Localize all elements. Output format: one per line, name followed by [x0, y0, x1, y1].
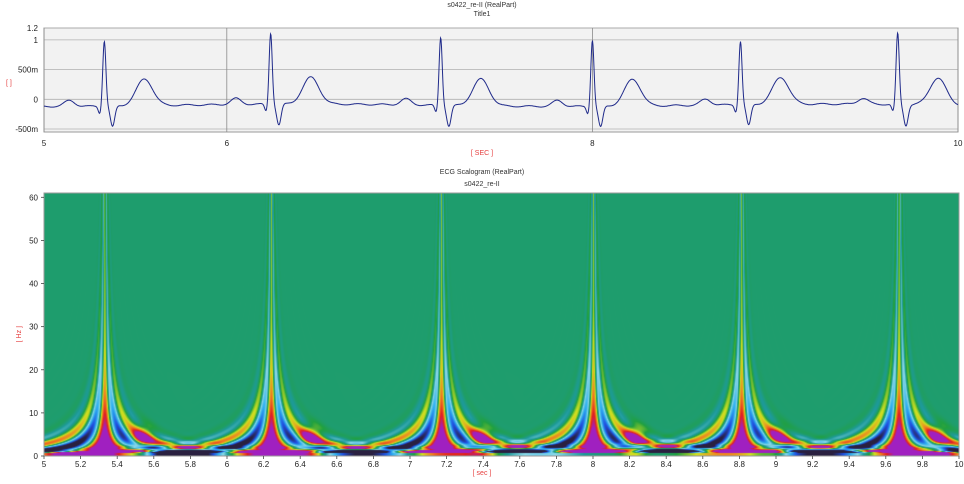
scalogram-x-tick-label: 5.8: [185, 460, 197, 469]
scalogram-x-tick-label: 9.4: [844, 460, 856, 469]
ecg-x-tick-label: 8: [590, 139, 595, 148]
ecg-y-tick-label: -500m: [15, 125, 38, 134]
ecg-x-axis-label: [ SEC ]: [470, 150, 494, 157]
scalogram-plot-border: [43, 192, 960, 457]
scalogram-x-tick-label: 6.4: [295, 460, 307, 469]
scalogram-y-tick-label: 60: [29, 193, 38, 202]
ecg-y-tick-label: 0: [34, 95, 39, 104]
scalogram-x-tick-label: 6: [225, 460, 230, 469]
scalogram-y-axis-label: [ Hz ]: [16, 326, 23, 343]
scalogram-y-tick-label: 30: [29, 323, 38, 332]
scalogram-x-tick-label: 8.2: [624, 460, 636, 469]
scalogram-x-tick-label: 9.8: [917, 460, 929, 469]
scalogram-x-tick-label: 7: [408, 460, 413, 469]
scalogram-x-tick-label: 10: [955, 460, 964, 469]
scalogram-heatmap: [44, 193, 959, 456]
scalogram-x-tick-label: 9.2: [807, 460, 819, 469]
scalogram-x-tick-label: 5.6: [148, 460, 160, 469]
scalogram-x-tick-label: 7.6: [514, 460, 526, 469]
scalogram-x-tick-label: 6.6: [331, 460, 343, 469]
scalogram-x-tick-label: 5: [42, 460, 47, 469]
scalogram-y-tick-label: 10: [29, 409, 38, 418]
scalogram-subtitle: s0422_re-II: [464, 181, 500, 188]
scalogram-x-tick-label: 9: [774, 460, 779, 469]
scalogram-x-tick-label: 6.2: [258, 460, 270, 469]
ecg-y-axis-label: [ ]: [6, 80, 12, 87]
scalogram-y-tick-label: 20: [29, 366, 38, 375]
scalogram-y-tick-label: 40: [29, 280, 38, 289]
ecg-x-tick-label: 6: [225, 139, 230, 148]
scalogram-x-tick-label: 8.8: [734, 460, 746, 469]
ecg-y-tick-label: 1.2: [27, 24, 39, 33]
ecg-y-tick-label: 1: [34, 36, 39, 45]
scalogram-x-tick-label: 8.6: [697, 460, 709, 469]
ecg-plot-area: [43, 27, 959, 133]
scalogram-x-tick-label: 7.4: [478, 460, 490, 469]
scalogram-y-tick-label: 50: [29, 236, 38, 245]
scalogram-x-axis-label: [ sec ]: [472, 470, 492, 477]
scalogram-x-tick-label: 8: [591, 460, 596, 469]
ecg-line-chart: 1.2 1 500m 0 -500m 5 6 8 10: [15, 24, 963, 148]
scalogram-x-tick-label: 6.8: [368, 460, 380, 469]
scalogram-x-tick-label: 8.4: [661, 460, 673, 469]
scalogram-y-tick-label: 0: [34, 452, 39, 461]
ecg-chart-title: s0422_re-II (RealPart): [447, 2, 517, 9]
ecg-series-line: [43, 31, 959, 128]
ecg-x-tick-label: 10: [954, 139, 963, 148]
scalogram-x-tick-label: 9.6: [880, 460, 892, 469]
scalogram-x-tick-label: 5.2: [75, 460, 87, 469]
ecg-chart-subtitle: Title1: [473, 11, 491, 18]
ecg-x-tick-label: 5: [42, 139, 47, 148]
scalogram-x-tick-label: 7.2: [441, 460, 453, 469]
scalogram-title: ECG Scalogram (RealPart): [439, 169, 525, 176]
scalogram-x-tick-label: 5.4: [112, 460, 124, 469]
ecg-y-tick-label: 500m: [18, 66, 38, 75]
scalogram-x-tick-label: 7.8: [551, 460, 563, 469]
